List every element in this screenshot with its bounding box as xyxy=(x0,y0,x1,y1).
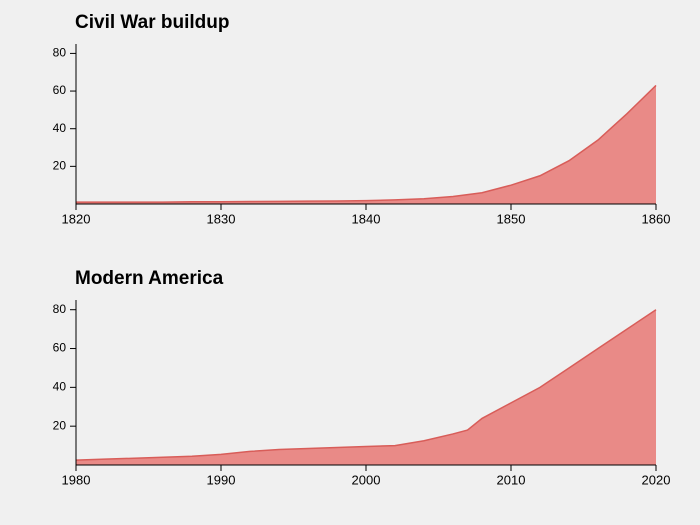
x-tick-label: 1990 xyxy=(207,473,236,488)
y-tick-label: 80 xyxy=(53,46,67,60)
x-tick-label: 1860 xyxy=(642,212,671,227)
y-tick-label: 60 xyxy=(53,83,67,97)
x-tick-label: 1840 xyxy=(352,212,381,227)
chart-title-2: Modern America xyxy=(75,268,223,290)
y-tick-label: 20 xyxy=(53,418,67,432)
chart-svg-2: 20 40 60 80 1980 1990 2000 2010 2020 xyxy=(0,290,700,505)
x-tick-label: 1980 xyxy=(62,473,91,488)
y-tick-label: 60 xyxy=(53,341,67,355)
y-tick-label: 40 xyxy=(53,121,67,135)
chart-plot-1: 20 40 60 80 1820 1830 1840 1850 1860 xyxy=(53,44,671,227)
x-tick-label: 1830 xyxy=(207,212,236,227)
x-tick-label: 2010 xyxy=(497,473,526,488)
page-root: Civil War buildup 20 40 60 80 1820 1830 1840 18… xyxy=(0,0,700,525)
y-tick-label: 80 xyxy=(53,302,67,316)
x-tick-label: 2000 xyxy=(352,473,381,488)
x-tick-label: 2020 xyxy=(642,473,671,488)
y-tick-label: 40 xyxy=(53,380,67,394)
area-fill xyxy=(76,85,656,204)
x-tick-label: 1850 xyxy=(497,212,526,227)
area-fill xyxy=(76,310,656,465)
chart-svg-1: 20 40 60 80 1820 1830 1840 1850 1860 xyxy=(0,34,700,244)
chart-plot-2: 20 40 60 80 1980 1990 2000 2010 2020 xyxy=(53,300,671,488)
y-tick-label: 20 xyxy=(53,159,67,173)
x-tick-label: 1820 xyxy=(62,212,91,227)
chart-title-1: Civil War buildup xyxy=(75,12,229,34)
